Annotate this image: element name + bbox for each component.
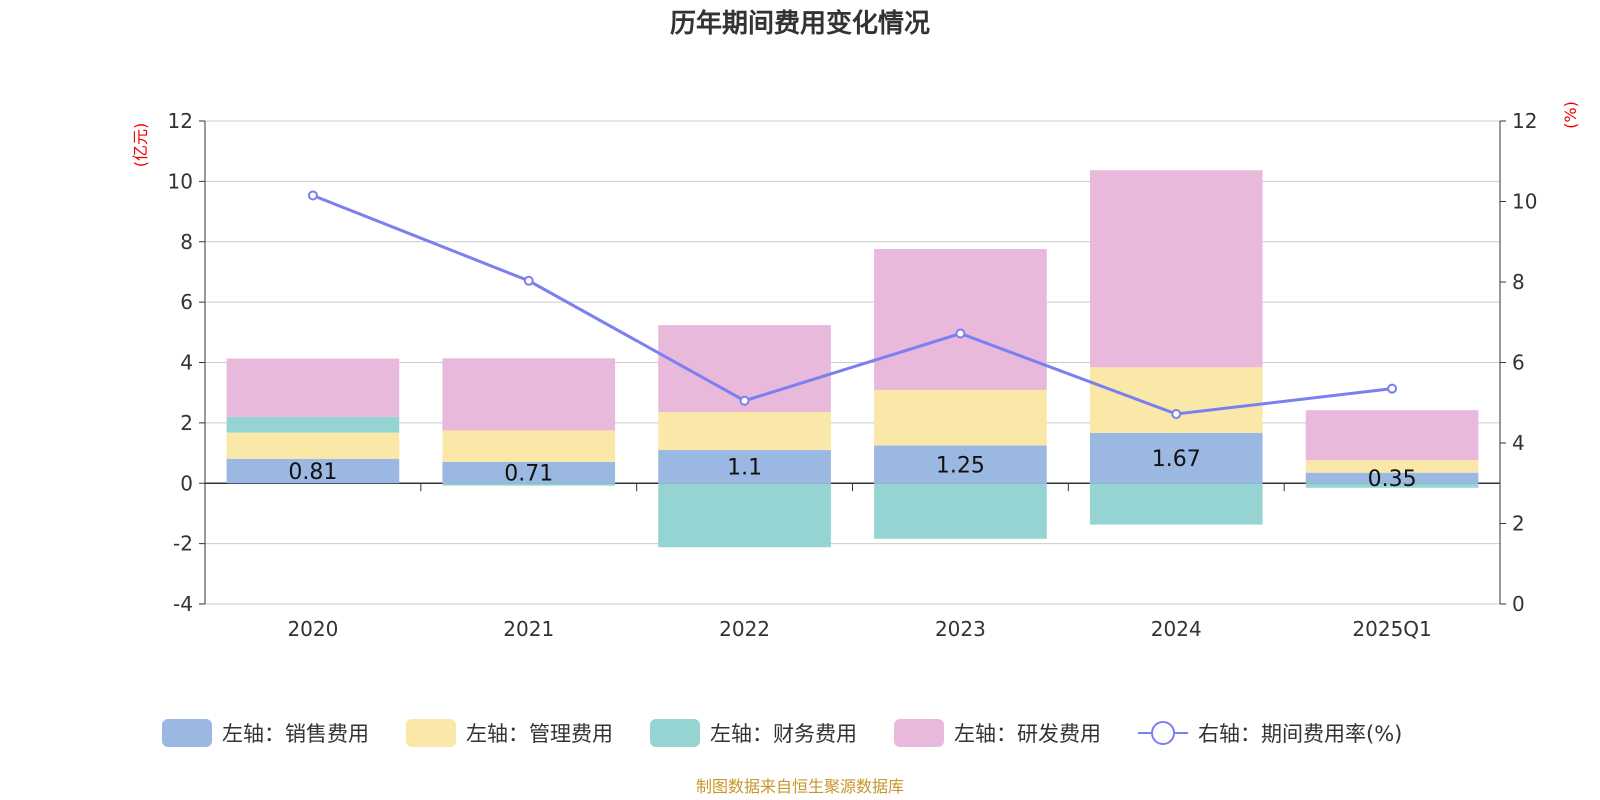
right-axis-unit: (%): [1561, 101, 1580, 129]
legend-item[interactable]: 左轴：财务费用: [650, 719, 857, 747]
bar-segment: [1305, 410, 1479, 461]
bar-segment: [226, 458, 400, 484]
legend-label: 左轴：研发费用: [954, 722, 1101, 746]
legend-item[interactable]: 左轴：管理费用: [406, 719, 613, 747]
bar-data-label: 0.35: [1368, 467, 1417, 492]
legend-label: 左轴：管理费用: [466, 722, 613, 746]
left-tick-label: 10: [168, 169, 193, 193]
legend-label: 左轴：销售费用: [222, 722, 369, 746]
bar-segment: [442, 358, 616, 431]
legend-swatch: [162, 719, 212, 747]
left-axis-unit: (亿元): [131, 123, 150, 168]
data-labels: 0.81 0.71 1.1 1.25 1.67 0.35: [288, 447, 1416, 492]
category-label: 2025Q1: [1352, 617, 1431, 641]
bar-data-label: 1.25: [936, 453, 985, 478]
legend-item[interactable]: 右轴：期间费用率(%): [1138, 721, 1402, 746]
bar-segment: [1089, 367, 1263, 433]
category-label: 2020: [287, 617, 338, 641]
legend-label: 右轴：期间费用率(%): [1198, 722, 1402, 746]
chart-title: 历年期间费用变化情况: [670, 8, 930, 39]
legend: 左轴：销售费用 左轴：管理费用 左轴：财务费用 左轴：研发费用 右轴：期间费用率(%): [162, 719, 1402, 747]
source-note: 制图数据来自恒生聚源数据库: [696, 777, 904, 796]
right-tick-label: 0: [1512, 592, 1525, 616]
bar-segment: [226, 416, 400, 433]
legend-swatch: [894, 719, 944, 747]
bar-data-label: 0.81: [288, 460, 337, 485]
category-label: 2021: [503, 617, 554, 641]
bar-segment: [442, 430, 616, 462]
legend-item[interactable]: 左轴：销售费用: [162, 719, 369, 747]
legend-circle-swatch: [1151, 721, 1175, 745]
rate-point: [1171, 409, 1182, 420]
left-tick-label: -4: [173, 592, 193, 616]
category-label: 2024: [1151, 617, 1202, 641]
bar-data-label: 0.71: [504, 462, 553, 487]
bar-segment: [1305, 472, 1479, 484]
rate-point: [955, 328, 966, 339]
bar-segment: [1305, 483, 1479, 488]
left-tick-label: -2: [173, 532, 193, 556]
bar-data-label: 1.67: [1152, 447, 1201, 472]
left-tick-label: 2: [180, 411, 193, 435]
rate-point: [1387, 383, 1398, 394]
category-label: 2023: [935, 617, 986, 641]
right-tick-label: 6: [1512, 351, 1525, 375]
bar-segment: [658, 483, 831, 548]
rate-point: [523, 275, 534, 286]
right-tick-label: 10: [1512, 190, 1537, 214]
category-label: 2022: [719, 617, 770, 641]
left-tick-label: 12: [168, 109, 193, 133]
bar-segment: [874, 445, 1047, 484]
bar-segment: [226, 432, 400, 459]
left-tick-label: 4: [180, 351, 193, 375]
left-tick-label: 8: [180, 230, 193, 254]
bar-segment: [1089, 483, 1263, 525]
right-tick-label: 12: [1512, 109, 1537, 133]
right-tick-label: 2: [1512, 512, 1525, 536]
rate-line: [307, 190, 1398, 420]
legend-item[interactable]: 左轴：研发费用: [894, 719, 1101, 747]
bar-segment: [442, 483, 616, 486]
rate-point: [307, 190, 318, 201]
legend-swatch: [650, 719, 700, 747]
left-tick-label: 6: [180, 290, 193, 314]
bar-data-label: 1.1: [727, 456, 762, 481]
bar-segment: [658, 450, 831, 484]
bar-segment: [874, 483, 1047, 539]
bar-segment: [874, 389, 1047, 446]
legend-label: 左轴：财务费用: [710, 722, 857, 746]
rate-point: [739, 395, 750, 406]
bar-segment: [874, 248, 1047, 390]
right-tick-label: 4: [1512, 431, 1525, 455]
bar-segment: [442, 461, 616, 484]
right-tick-label: 8: [1512, 270, 1525, 294]
bar-segment: [1089, 432, 1263, 484]
bar-segment: [658, 412, 831, 451]
bar-segment: [1089, 170, 1263, 368]
bar-segment: [1305, 460, 1479, 473]
axes: -4 -2 0 2 4 6 8 10 12 0 2 4 6 8 10 12 2020 2021 2022 2023 20…: [168, 109, 1538, 641]
bars: [226, 170, 1479, 548]
rate-polyline: [312, 194, 1393, 416]
legend-swatch: [406, 719, 456, 747]
left-tick-label: 0: [180, 471, 193, 495]
bar-segment: [226, 358, 400, 417]
